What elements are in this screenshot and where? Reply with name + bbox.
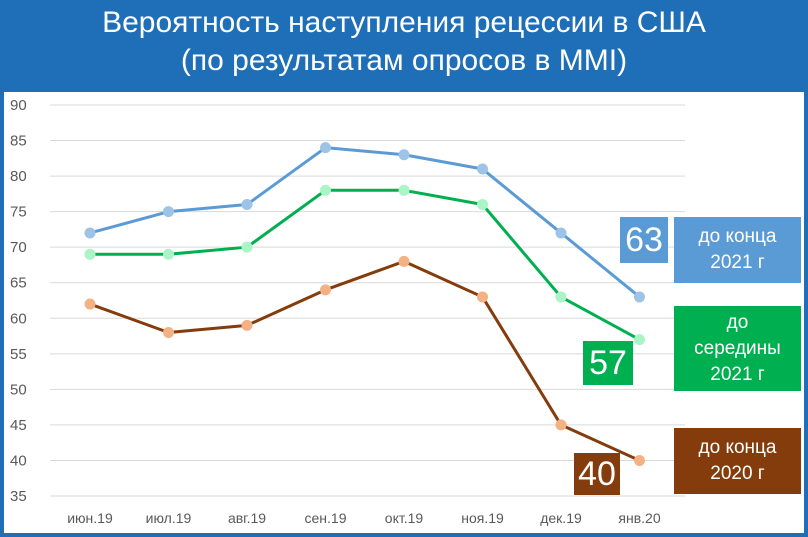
data-point <box>163 206 174 218</box>
legend-end-2021-line1: до конца <box>698 226 777 247</box>
plot-area <box>4 92 804 533</box>
data-point <box>84 248 96 260</box>
legend-end-2021-line2: 2021 г <box>710 252 765 273</box>
y-tick-label: 60 <box>10 310 27 327</box>
y-tick-label: 45 <box>10 417 27 434</box>
y-tick-label: 75 <box>10 204 27 221</box>
data-point <box>555 291 567 303</box>
series-line-mid-2021 <box>90 188 641 341</box>
data-point <box>84 298 96 310</box>
y-tick-label: 40 <box>10 452 27 469</box>
data-point <box>320 284 331 296</box>
y-tick-label: 90 <box>10 97 27 114</box>
y-tick-label: 70 <box>10 239 27 256</box>
chart-title: Вероятность наступления рецессии в США (… <box>0 0 808 92</box>
data-point <box>320 184 331 196</box>
data-point <box>163 248 174 260</box>
legend-end-2020-line1: до конца <box>698 437 777 458</box>
last-value-end-2021: 63 <box>620 217 668 263</box>
legend-mid-2021-line3: 2021 г <box>710 363 765 385</box>
data-point <box>555 419 567 431</box>
legend-mid-2021-line2: середины <box>694 337 781 359</box>
last-value-mid-2021: 57 <box>583 341 633 385</box>
x-tick-label: янв.20 <box>618 510 660 526</box>
title-line-2: (по результатам опросов в MMI) <box>180 44 628 77</box>
data-point <box>398 255 410 267</box>
x-tick-label: ноя.19 <box>461 510 504 526</box>
data-point <box>634 454 645 466</box>
title-line-1: Вероятность наступления рецессии в США <box>102 6 706 39</box>
series-line-end-2021 <box>89 146 641 299</box>
y-tick-label: 80 <box>10 168 27 185</box>
legend-end-2020-line2: 2020 г <box>710 463 765 484</box>
y-tick-label: 50 <box>10 381 27 398</box>
data-point <box>84 227 96 239</box>
data-point <box>241 241 253 253</box>
data-point <box>241 199 253 211</box>
x-tick-label: окт.19 <box>385 510 424 526</box>
legend-box-mid-2021: до середины 2021 г <box>674 306 801 391</box>
data-point <box>634 334 645 346</box>
last-value-end-2020: 40 <box>574 453 620 495</box>
data-point <box>241 319 253 331</box>
data-point <box>163 326 174 338</box>
legend-box-end-2020: до конца 2020 г <box>674 428 801 494</box>
x-tick-label: сен.19 <box>305 510 347 526</box>
data-point <box>398 149 410 161</box>
x-tick-label: дек.19 <box>540 510 582 526</box>
y-tick-label: 55 <box>10 346 27 363</box>
data-point <box>320 142 331 154</box>
legend-box-end-2021: до конца 2021 г <box>674 217 801 283</box>
y-tick-label: 35 <box>10 488 27 505</box>
legend-mid-2021-line1: до <box>726 311 749 333</box>
data-point <box>398 184 410 196</box>
y-tick-label: 85 <box>10 133 27 150</box>
data-point <box>477 163 488 175</box>
x-tick-label: авг.19 <box>228 510 266 526</box>
series-line-end-2020 <box>89 259 641 462</box>
x-tick-label: июн.19 <box>67 510 113 526</box>
data-point <box>555 227 567 239</box>
data-point <box>477 291 488 303</box>
y-tick-label: 65 <box>10 275 27 292</box>
x-tick-label: июл.19 <box>146 510 192 526</box>
data-point <box>477 199 488 211</box>
data-point <box>634 291 645 303</box>
